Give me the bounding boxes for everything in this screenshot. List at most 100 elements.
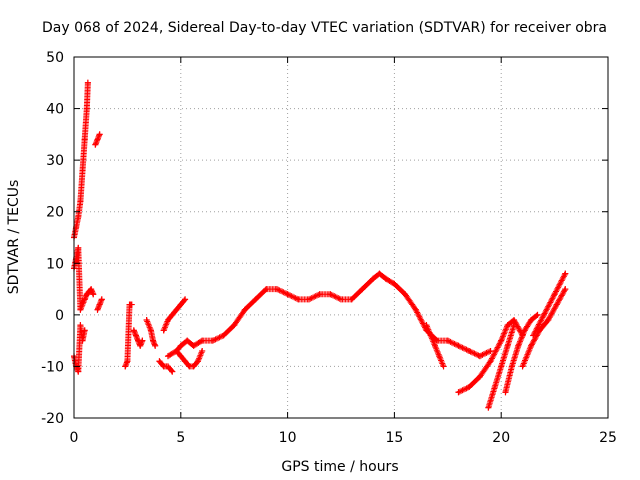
data-point xyxy=(132,332,139,339)
data-point xyxy=(84,79,91,86)
data-point xyxy=(177,301,184,308)
data-point xyxy=(182,296,189,303)
data-point xyxy=(519,363,526,370)
data-point xyxy=(177,342,184,349)
series-fragment-c xyxy=(143,317,159,349)
series-high-blob xyxy=(92,131,103,148)
data-point xyxy=(455,389,462,396)
data-point xyxy=(562,270,569,277)
data-point xyxy=(263,286,270,293)
data-point xyxy=(528,317,535,324)
data-point xyxy=(124,358,131,365)
x-tick-label: 10 xyxy=(279,430,297,446)
series-fragment-e xyxy=(160,296,189,334)
data-point xyxy=(190,342,197,349)
data-point xyxy=(348,296,355,303)
data-point xyxy=(164,317,171,324)
data-point xyxy=(338,296,344,303)
data-point xyxy=(491,384,498,391)
data-point xyxy=(150,337,157,344)
data-point xyxy=(79,167,86,174)
data-point xyxy=(231,322,238,329)
data-point xyxy=(169,311,176,318)
data-point xyxy=(83,105,90,112)
data-point xyxy=(434,337,441,344)
data-point xyxy=(530,332,537,339)
data-point xyxy=(466,384,473,391)
data-point xyxy=(440,363,447,370)
data-point xyxy=(376,270,383,277)
data-point xyxy=(81,327,88,334)
data-point xyxy=(476,353,483,360)
data-point xyxy=(137,342,144,349)
data-point xyxy=(562,286,569,293)
data-point xyxy=(487,347,494,354)
data-point xyxy=(96,301,103,308)
series-low-cluster xyxy=(71,244,97,313)
data-point xyxy=(284,291,291,298)
data-point xyxy=(75,244,82,251)
series-fragment-b xyxy=(130,327,146,349)
series-late-b xyxy=(485,322,518,411)
data-point xyxy=(199,347,206,354)
data-point xyxy=(551,291,558,298)
data-point xyxy=(90,291,97,298)
data-point xyxy=(164,363,171,370)
data-point xyxy=(327,291,334,298)
data-point xyxy=(156,358,163,365)
data-point xyxy=(252,296,259,303)
data-point xyxy=(423,322,430,329)
series-markers xyxy=(71,244,97,313)
y-tick-label: 50 xyxy=(46,50,64,66)
data-point xyxy=(402,291,409,298)
data-point xyxy=(164,353,171,360)
data-point xyxy=(444,337,451,344)
data-point xyxy=(521,327,528,334)
data-point xyxy=(147,327,154,334)
data-point xyxy=(511,322,518,329)
data-point xyxy=(184,337,191,344)
data-point xyxy=(75,213,82,220)
data-point xyxy=(515,342,522,349)
y-tick-label: 30 xyxy=(46,153,64,169)
data-point xyxy=(122,363,129,370)
data-point xyxy=(81,136,88,143)
series-fragment-d xyxy=(156,358,176,375)
y-tick-label: -20 xyxy=(41,411,64,427)
chart-title: Day 068 of 2024, Sidereal Day-to-day VTE… xyxy=(42,20,607,36)
data-point xyxy=(316,291,323,298)
data-point xyxy=(553,301,560,308)
data-point xyxy=(436,353,443,360)
y-tick-label: 10 xyxy=(46,256,64,272)
series-late-d xyxy=(519,286,569,370)
data-point xyxy=(194,358,201,365)
data-point xyxy=(382,275,389,282)
data-point xyxy=(182,358,189,365)
data-point xyxy=(359,286,366,293)
data-point xyxy=(75,368,82,375)
data-point xyxy=(305,296,312,303)
y-tick-label: -10 xyxy=(41,359,64,375)
data-point xyxy=(502,389,509,396)
x-tick-label: 0 xyxy=(70,430,79,446)
data-point xyxy=(427,332,434,339)
data-point xyxy=(143,317,150,324)
data-point xyxy=(545,317,552,324)
data-point xyxy=(466,347,473,354)
data-point xyxy=(295,296,302,303)
data-point xyxy=(498,337,505,344)
x-tick-label: 20 xyxy=(492,430,510,446)
data-point xyxy=(498,363,505,370)
data-point xyxy=(504,342,511,349)
data-point xyxy=(177,353,184,360)
data-point xyxy=(431,342,438,349)
data-point xyxy=(476,373,483,380)
data-point xyxy=(173,306,180,313)
data-point xyxy=(128,301,135,308)
data-point xyxy=(504,322,511,329)
series-markers xyxy=(122,301,135,370)
data-point xyxy=(94,306,101,313)
y-tick-label: 0 xyxy=(55,308,64,324)
data-point xyxy=(88,286,95,293)
